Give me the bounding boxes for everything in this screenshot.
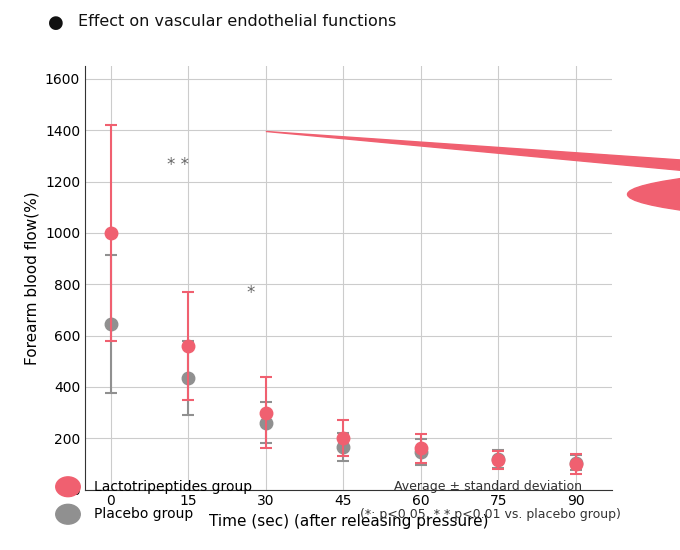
Text: *: * [246,284,254,302]
Text: Effect on vascular endothelial functions: Effect on vascular endothelial functions [78,14,396,29]
Text: (*: p<0.05, * * p<0.01 vs. placebo group): (*: p<0.05, * * p<0.01 vs. placebo group… [360,508,622,521]
Text: Average ± standard deviation: Average ± standard deviation [394,480,582,493]
Y-axis label: Forearm blood flow(%): Forearm blood flow(%) [24,191,39,365]
Text: Lactotripeptides group: Lactotripeptides group [94,480,252,494]
Text: ●: ● [48,14,63,32]
Text: Placebo group: Placebo group [94,507,193,521]
Polygon shape [266,131,680,238]
X-axis label: Time (sec) (after releasing pressure): Time (sec) (after releasing pressure) [209,514,488,529]
Text: * *: * * [167,156,189,174]
Circle shape [628,146,680,243]
